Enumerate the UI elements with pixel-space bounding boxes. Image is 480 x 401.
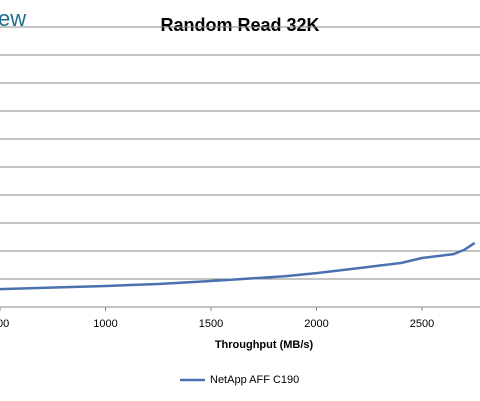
series-line <box>0 241 476 291</box>
chart-title: Random Read 32K <box>160 15 319 35</box>
x-axis-title: Throughput (MB/s) <box>215 339 314 351</box>
x-tick-label: 2000 <box>304 318 328 330</box>
x-tick-label: 2500 <box>410 318 434 330</box>
x-tick-label: 500 <box>0 318 9 330</box>
legend-label: NetApp AFF C190 <box>210 374 299 386</box>
x-tick-label: 1000 <box>93 318 117 330</box>
x-tick-label: 1500 <box>199 318 223 330</box>
